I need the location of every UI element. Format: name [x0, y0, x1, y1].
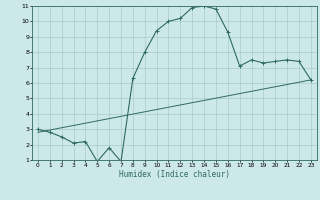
- X-axis label: Humidex (Indice chaleur): Humidex (Indice chaleur): [119, 170, 230, 179]
